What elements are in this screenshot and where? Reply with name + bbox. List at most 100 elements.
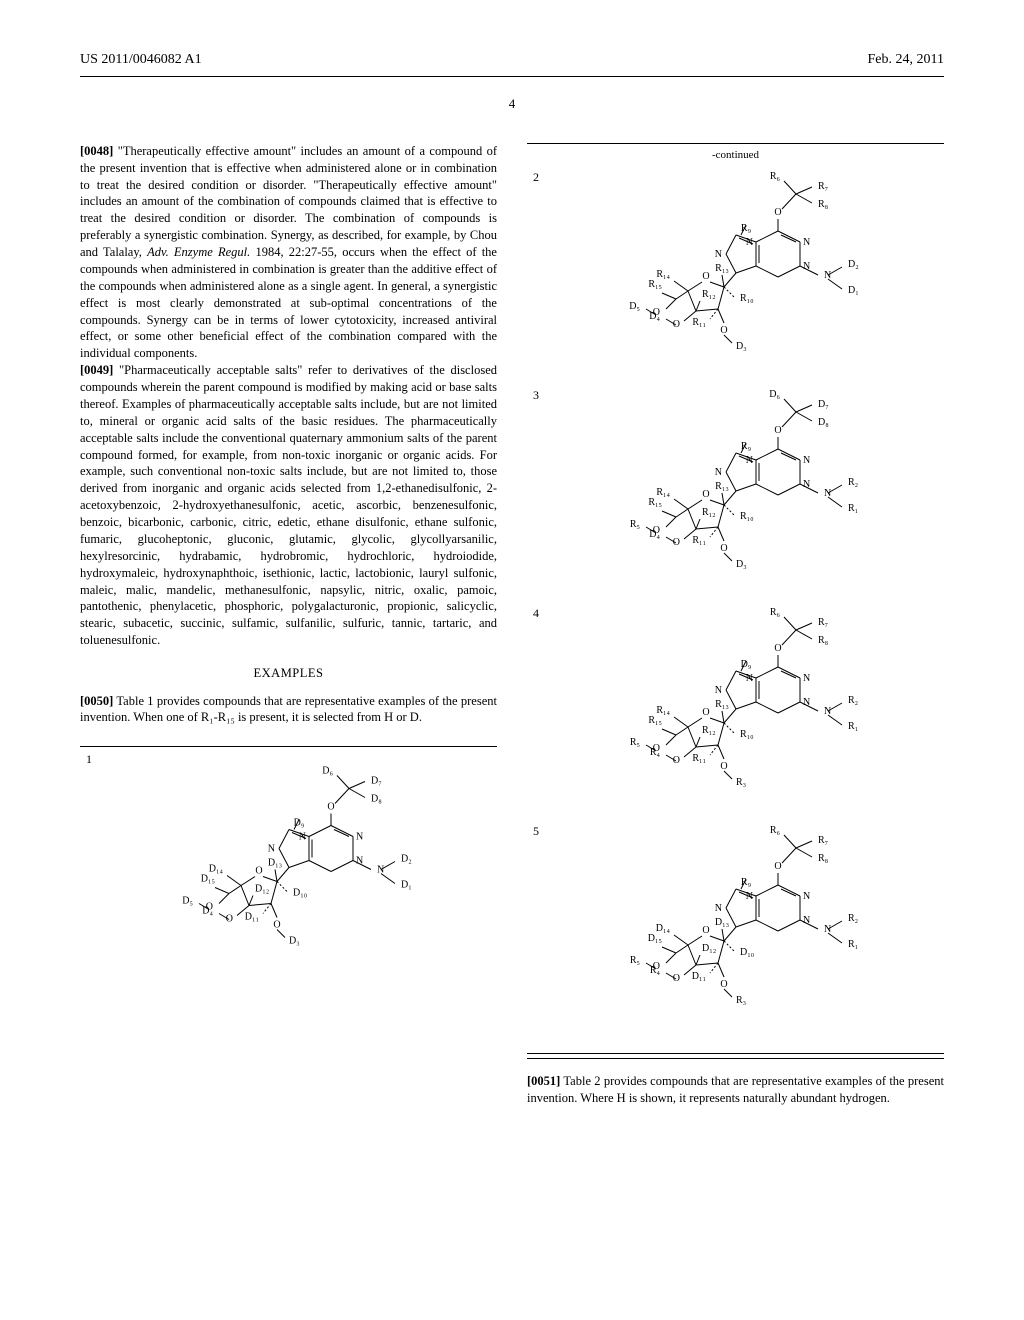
svg-text:D₅: D₅	[629, 301, 640, 312]
svg-text:D₁₂: D₁₂	[255, 884, 269, 895]
para-num: [0051]	[527, 1074, 560, 1088]
svg-text:O: O	[702, 707, 709, 718]
svg-text:R₁: R₁	[848, 721, 858, 732]
svg-text:O: O	[774, 425, 781, 436]
structure-number: 5	[533, 823, 539, 840]
svg-text:D₁₁: D₁₁	[691, 971, 705, 982]
svg-text:R₃: R₃	[736, 995, 746, 1006]
svg-text:O: O	[672, 973, 679, 984]
svg-text:N: N	[745, 237, 752, 248]
svg-text:R₈: R₈	[818, 635, 829, 646]
svg-text:O: O	[720, 979, 727, 990]
svg-text:D₁₀: D₁₀	[293, 888, 308, 899]
svg-text:O: O	[702, 925, 709, 936]
svg-text:N: N	[356, 832, 363, 843]
svg-text:N: N	[824, 706, 831, 717]
svg-text:O: O	[652, 961, 659, 972]
table-rule	[80, 746, 497, 747]
svg-text:D₉: D₉	[293, 818, 304, 829]
citation-italic: Adv. Enzyme Regul.	[147, 245, 250, 259]
svg-text:O: O	[652, 525, 659, 536]
svg-text:D₈: D₈	[818, 417, 829, 428]
svg-text:D₂: D₂	[848, 259, 859, 270]
examples-heading: EXAMPLES	[80, 665, 497, 683]
svg-text:R₁₅: R₁₅	[648, 715, 662, 726]
svg-text:R₂: R₂	[848, 695, 858, 706]
svg-text:R₂: R₂	[848, 913, 858, 924]
svg-text:O: O	[774, 643, 781, 654]
patent-number: US 2011/0046082 A1	[80, 50, 202, 70]
svg-text:R₆: R₆	[769, 171, 780, 182]
svg-text:O: O	[720, 761, 727, 772]
svg-text:O: O	[205, 902, 212, 913]
svg-text:N: N	[803, 479, 810, 490]
svg-text:R₁₀: R₁₀	[740, 293, 754, 304]
svg-text:R₁₁: R₁₁	[692, 535, 706, 546]
molecule-svg: R₆R₇R₈ONNNND₉NR₂R₁OR₁₀R₁₃OR₃R₁₁OR₄R₁₂R₁₄…	[596, 605, 876, 805]
svg-text:D₁: D₁	[848, 285, 859, 296]
svg-text:R₆: R₆	[769, 607, 780, 618]
svg-text:O: O	[672, 537, 679, 548]
svg-text:N: N	[714, 903, 721, 914]
para-num: [0050]	[80, 694, 113, 708]
svg-text:N: N	[298, 832, 305, 843]
svg-text:N: N	[803, 455, 810, 466]
svg-text:N: N	[745, 673, 752, 684]
svg-text:R₁: R₁	[848, 939, 858, 950]
para-text: Table 2 provides compounds that are repr…	[527, 1074, 944, 1105]
svg-text:R₁₅: R₁₅	[648, 497, 662, 508]
table-rule	[527, 1058, 944, 1059]
svg-text:O: O	[774, 861, 781, 872]
chemical-structure-1: 1 D₆D₇D₈ONNNND₉ND₂D₁OD₁₀D₁₃OD₃D₁₁OD₄D₁₂D…	[80, 751, 497, 986]
svg-text:N: N	[714, 685, 721, 696]
svg-text:N: N	[803, 915, 810, 926]
svg-text:N: N	[267, 844, 274, 855]
molecule-svg: R₆R₇R₈ONNNNR₉NR₂R₁OD₁₀D₁₃OR₃D₁₁OR₄D₁₂D₁₄…	[596, 823, 876, 1023]
svg-text:N: N	[745, 891, 752, 902]
chemical-structure-4: 4 R₆R₇R₈ONNNND₉NR₂R₁OR₁₀R₁₃OR₃R₁₁OR₄R₁₂R…	[527, 605, 944, 815]
svg-text:D₁: D₁	[401, 880, 412, 891]
svg-text:D₃: D₃	[736, 559, 747, 570]
para-text: "Therapeutically effective amount" inclu…	[80, 144, 497, 259]
continued-label: -continued	[527, 148, 944, 163]
right-column: -continued 2 R₆R₇R₈ONNNNR₉ND₂D₁OR₁₀R₁₃OD…	[527, 143, 944, 1107]
svg-text:O: O	[720, 543, 727, 554]
svg-text:R₅: R₅	[629, 737, 639, 748]
svg-text:N: N	[745, 455, 752, 466]
svg-text:N: N	[803, 237, 810, 248]
svg-text:O: O	[702, 489, 709, 500]
two-column-layout: [0048] "Therapeutically effective amount…	[80, 143, 944, 1107]
svg-text:R₁₃: R₁₃	[715, 699, 729, 710]
svg-text:D₃: D₃	[736, 341, 747, 352]
structure-number: 2	[533, 169, 539, 186]
svg-text:D₁₃: D₁₃	[714, 917, 728, 928]
publication-date: Feb. 24, 2011	[868, 50, 944, 70]
table-rule	[527, 143, 944, 144]
svg-text:R₇: R₇	[818, 835, 828, 846]
svg-text:N: N	[824, 924, 831, 935]
svg-text:O: O	[672, 319, 679, 330]
structure-number: 1	[86, 751, 92, 768]
molecule-svg: R₆R₇R₈ONNNNR₉ND₂D₁OR₁₀R₁₃OD₃R₁₁OD₄R₁₂R₁₄…	[596, 169, 876, 369]
svg-text:N: N	[714, 249, 721, 260]
svg-text:R₉: R₉	[740, 441, 751, 452]
svg-text:R₁: R₁	[848, 503, 858, 514]
svg-text:N: N	[356, 856, 363, 867]
chemical-structure-2: 2 R₆R₇R₈ONNNNR₉ND₂D₁OR₁₀R₁₃OD₃R₁₁OD₄R₁₂R…	[527, 169, 944, 379]
svg-text:O: O	[327, 802, 334, 813]
para-text-tail: 1984, 22:27-55, occurs when the effect o…	[80, 245, 497, 360]
svg-text:R₁₃: R₁₃	[715, 263, 729, 274]
svg-text:O: O	[672, 755, 679, 766]
svg-text:D₉: D₉	[740, 659, 751, 670]
chemical-structure-3: 3 D₆D₇D₈ONNNNR₉NR₂R₁OR₁₀R₁₃OD₃R₁₁OD₄R₁₂R…	[527, 387, 944, 597]
svg-text:R₁₃: R₁₃	[715, 481, 729, 492]
paragraph-0048: [0048] "Therapeutically effective amount…	[80, 143, 497, 362]
svg-text:D₈: D₈	[371, 794, 382, 805]
svg-text:R₉: R₉	[740, 223, 751, 234]
svg-text:O: O	[255, 866, 262, 877]
left-column: [0048] "Therapeutically effective amount…	[80, 143, 497, 1107]
molecule-svg: D₆D₇D₈ONNNNR₉NR₂R₁OR₁₀R₁₃OD₃R₁₁OD₄R₁₂R₁₄…	[596, 387, 876, 587]
svg-text:R₁₂: R₁₂	[702, 289, 716, 300]
svg-text:D₂: D₂	[401, 854, 412, 865]
chemical-structure-5: 5 R₆R₇R₈ONNNNR₉NR₂R₁OD₁₀D₁₃OR₃D₁₁OR₄D₁₂D…	[527, 823, 944, 1033]
